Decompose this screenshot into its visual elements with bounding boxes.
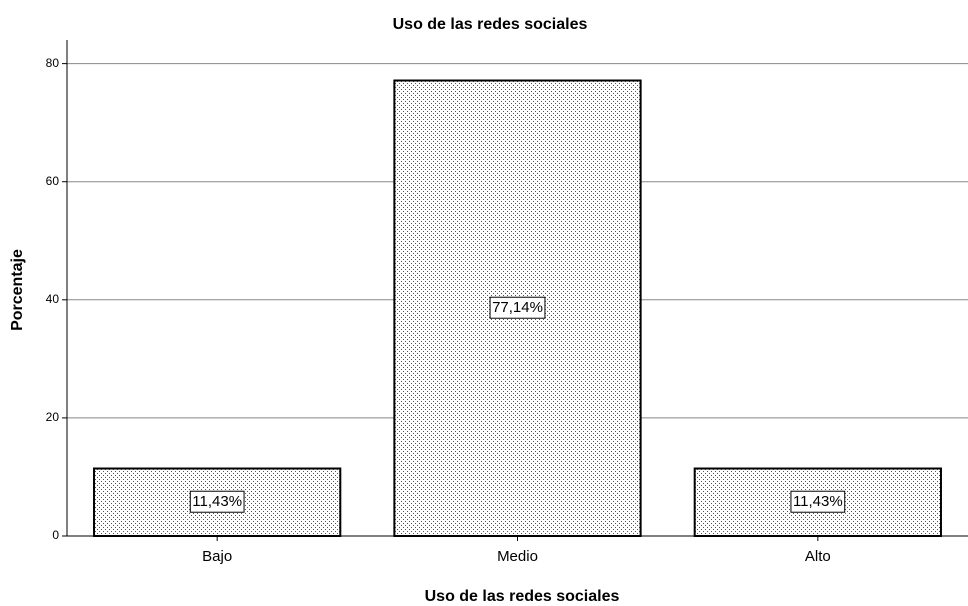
- y-tick-label: 40: [46, 292, 60, 306]
- y-tick-label: 0: [52, 528, 59, 542]
- value-label: 77,14%: [492, 299, 543, 316]
- y-axis-label: Porcentaje: [9, 249, 26, 331]
- chart-title: Uso de las redes sociales: [393, 16, 588, 33]
- y-tick-label: 60: [46, 174, 60, 188]
- x-tick-label: Alto: [805, 548, 831, 565]
- value-label-box: [790, 490, 846, 513]
- y-tick-label: 20: [46, 410, 60, 424]
- value-label: 11,43%: [192, 493, 242, 510]
- x-axis-label: Uso de las redes sociales: [425, 588, 620, 605]
- y-tick-label: 80: [46, 56, 60, 70]
- x-tick-label: Medio: [497, 548, 538, 565]
- x-tick-label: Bajo: [202, 548, 232, 565]
- value-label: 11,43%: [793, 493, 843, 510]
- value-label-box: [189, 490, 245, 513]
- value-label-box: [489, 296, 546, 319]
